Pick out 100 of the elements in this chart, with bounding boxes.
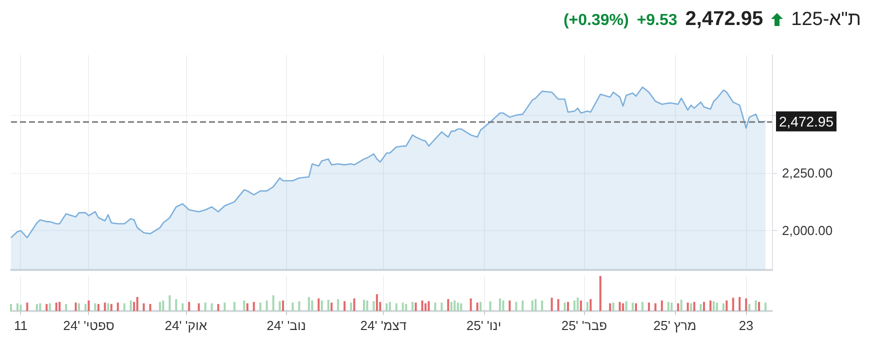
bar xyxy=(158,302,161,311)
bar xyxy=(94,303,96,311)
bar xyxy=(58,302,61,311)
bar xyxy=(224,302,226,311)
bar xyxy=(46,304,48,311)
bar xyxy=(395,303,398,311)
bar xyxy=(39,303,42,311)
bar xyxy=(243,300,246,311)
bar xyxy=(282,300,284,311)
bar xyxy=(130,300,132,311)
x-tick-label: אוק' '24 xyxy=(164,318,207,333)
text: 2,472.95 xyxy=(685,8,764,31)
bar xyxy=(489,301,492,311)
bar xyxy=(456,302,459,311)
bar xyxy=(246,303,248,311)
bar xyxy=(566,302,569,311)
bar xyxy=(292,302,294,311)
bar xyxy=(434,302,436,311)
bar xyxy=(74,302,77,311)
bar xyxy=(188,302,190,311)
bar xyxy=(590,299,592,311)
bar xyxy=(116,302,119,311)
x-tick-label: דצמ' '24 xyxy=(360,318,407,333)
bar xyxy=(162,300,164,311)
bar xyxy=(136,297,138,311)
bar xyxy=(350,302,352,311)
bar xyxy=(311,300,314,311)
text: ת"א-125 xyxy=(791,9,861,31)
y-tick-label: 2,250.00 xyxy=(782,165,833,180)
bar xyxy=(576,298,579,311)
bar xyxy=(210,303,213,311)
bar xyxy=(149,304,152,311)
bar xyxy=(405,304,408,311)
bar xyxy=(266,300,268,311)
bar xyxy=(716,302,718,311)
bar xyxy=(754,300,757,311)
bar xyxy=(541,300,544,311)
bar xyxy=(36,304,38,311)
bar xyxy=(414,302,417,311)
bar xyxy=(686,302,689,311)
bar xyxy=(460,303,462,311)
bar xyxy=(26,302,28,311)
bar xyxy=(123,303,126,311)
bar xyxy=(764,302,767,311)
bar xyxy=(508,300,511,311)
bar xyxy=(680,300,682,311)
bar xyxy=(502,300,504,311)
bar xyxy=(702,302,705,311)
bar xyxy=(557,299,560,311)
bar xyxy=(709,300,712,311)
bar xyxy=(318,298,320,311)
bar xyxy=(204,302,206,311)
x-tick-label: 11 xyxy=(14,318,28,333)
bar xyxy=(386,303,388,311)
bar xyxy=(586,302,588,311)
bar xyxy=(421,300,424,311)
bar xyxy=(654,303,656,311)
bar xyxy=(738,297,741,311)
bar xyxy=(48,303,51,311)
bar xyxy=(110,304,112,311)
bar xyxy=(10,304,12,311)
bar xyxy=(599,276,602,311)
bar xyxy=(622,303,624,311)
text: +9.53 xyxy=(636,12,678,30)
x-tick-label: פבר' '25 xyxy=(561,318,608,333)
bar xyxy=(298,301,300,311)
text: (+0.39%) xyxy=(563,12,629,30)
bar xyxy=(758,302,760,311)
bar xyxy=(366,300,368,311)
bar xyxy=(272,295,274,311)
bar xyxy=(388,302,391,311)
x-tick-label: נוב' '24 xyxy=(266,318,306,333)
bar xyxy=(745,298,748,311)
bar xyxy=(353,298,356,311)
bar xyxy=(609,303,612,311)
bar xyxy=(748,304,750,311)
bar xyxy=(412,302,414,311)
x-tick-label: ספטי' '24 xyxy=(63,318,114,333)
bar xyxy=(16,303,18,311)
bar xyxy=(217,304,220,311)
bar xyxy=(700,304,702,311)
bar xyxy=(376,294,378,311)
bar xyxy=(515,302,518,311)
bar xyxy=(522,300,524,311)
bar xyxy=(168,295,171,311)
x-tick-label: מרץ '25 xyxy=(653,318,696,333)
bar xyxy=(670,302,673,311)
bar xyxy=(440,302,443,311)
bar xyxy=(78,303,80,311)
bar xyxy=(564,302,566,311)
bar xyxy=(402,302,404,311)
bar xyxy=(104,302,106,311)
bar xyxy=(618,302,621,311)
bar xyxy=(667,302,670,311)
bar xyxy=(454,300,456,311)
bar xyxy=(612,302,614,311)
bar xyxy=(55,302,58,311)
bar xyxy=(447,299,450,311)
ref-line-label: 2,472.95 xyxy=(779,113,834,130)
bar xyxy=(175,299,178,311)
